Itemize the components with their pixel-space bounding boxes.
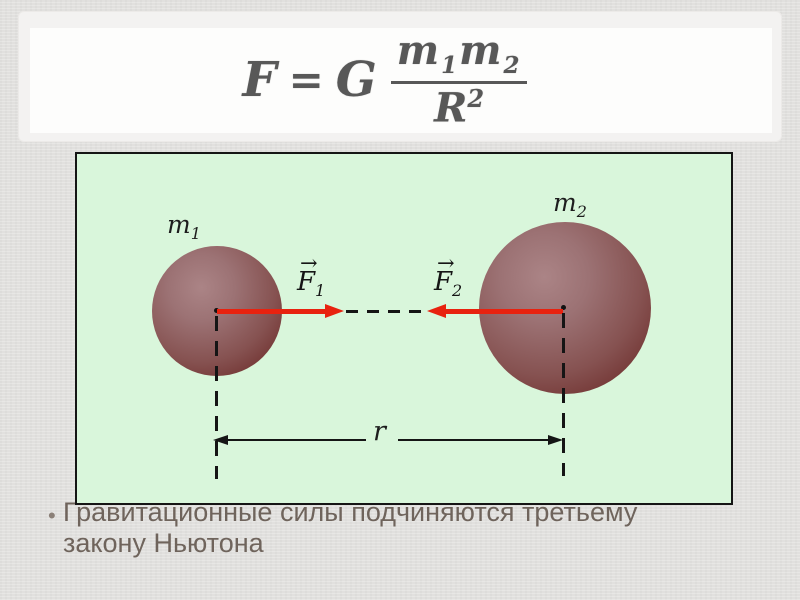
formula-panel-frame: F = G m1m2 R2 xyxy=(18,11,782,142)
force-1-label: → F1 xyxy=(297,253,326,301)
mass-1-label-base: m xyxy=(167,210,191,239)
formula-lhs: F xyxy=(242,51,277,108)
mass-1-vertical-dashed-line xyxy=(215,316,218,479)
fraction-bar xyxy=(390,81,528,85)
distance-right-arrowhead-icon xyxy=(548,435,563,445)
distance-left-arrowhead-icon xyxy=(213,435,228,445)
mass-1-label-subscript: 1 xyxy=(190,224,201,243)
distance-line-left-segment xyxy=(224,439,366,441)
force-1-label-base: F xyxy=(297,267,316,297)
formula-R-exponent: 2 xyxy=(467,84,485,114)
force-1-label-subscript: 1 xyxy=(315,281,326,301)
mass-2-label-subscript: 2 xyxy=(576,202,587,221)
mass-2-label-base: m xyxy=(553,188,577,217)
force-2-label: → F2 xyxy=(434,253,463,301)
mass-1-center-dot xyxy=(214,308,219,313)
force-2-label-subscript: 2 xyxy=(452,281,463,301)
formula-numerator: m1m2 xyxy=(391,30,528,78)
force-1-arrow-body xyxy=(217,309,327,314)
gravitation-formula: F = G m1m2 R2 xyxy=(14,30,756,129)
distance-label: r xyxy=(373,416,386,447)
center-dashed-line xyxy=(346,310,428,313)
formula-R: R xyxy=(434,84,468,132)
mass-1-label: m1 xyxy=(167,212,201,242)
force-2-arrowhead-icon xyxy=(427,304,446,318)
mass-2-vertical-dashed-line xyxy=(562,313,565,476)
caption-text-block: • Гравитационные силы подчиняются третье… xyxy=(40,497,740,559)
distance-line-right-segment xyxy=(398,439,551,441)
formula-fraction: m1m2 R2 xyxy=(390,30,528,129)
formula-m1-subscript: 1 xyxy=(441,52,460,79)
mass-2-label: m2 xyxy=(553,190,587,220)
formula-m2-subscript: 2 xyxy=(503,52,522,79)
force-2-label-base: F xyxy=(434,267,453,297)
formula-panel: F = G m1m2 R2 xyxy=(30,28,772,133)
force-1-arrowhead-icon xyxy=(325,304,344,318)
formula-m2: m xyxy=(459,27,504,74)
mass-2-center-dot xyxy=(561,305,566,310)
force-2-arrow-body xyxy=(445,309,563,314)
formula-m1: m xyxy=(396,27,442,74)
force-2-vector-arrow-icon: → xyxy=(437,251,455,275)
force-1-vector-arrow-icon: → xyxy=(300,251,318,275)
gravitation-diagram: m1 m2 → F1 → F2 r xyxy=(75,152,733,505)
formula-denominator: R2 xyxy=(434,86,484,129)
formula-equals: = xyxy=(288,55,324,105)
caption-line-2: закону Ньютона xyxy=(63,528,264,558)
formula-gravitational-constant: G xyxy=(335,51,377,108)
bullet-dot: • xyxy=(48,503,56,528)
